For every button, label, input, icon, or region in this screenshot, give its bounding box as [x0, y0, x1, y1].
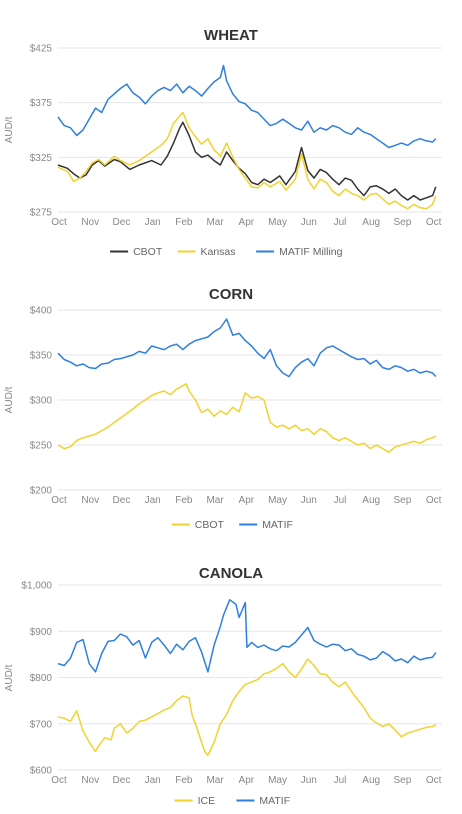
- x-tick-label: Oct: [51, 217, 67, 228]
- y-tick-label: $375: [30, 98, 53, 109]
- x-tick-label: Feb: [175, 217, 193, 228]
- x-tick-label: Nov: [81, 217, 99, 228]
- x-tick-label: Jan: [145, 217, 161, 228]
- y-tick-label: $300: [30, 396, 53, 407]
- y-tick-label: $275: [30, 208, 53, 219]
- y-tick-label: $700: [30, 719, 53, 730]
- y-tick-label: $325: [30, 153, 53, 164]
- legend-label: CBOT: [195, 519, 225, 531]
- x-tick-label: Jun: [301, 217, 317, 228]
- x-tick-label: Jun: [301, 495, 317, 506]
- x-tick-label: Mar: [206, 775, 224, 786]
- x-tick-label: Jan: [145, 495, 161, 506]
- x-tick-label: Jun: [301, 775, 317, 786]
- legend-label: Kansas: [201, 246, 236, 258]
- x-tick-label: Oct: [51, 495, 67, 506]
- y-tick-label: $800: [30, 673, 53, 684]
- x-tick-label: Dec: [113, 217, 131, 228]
- x-tick-label: Sep: [394, 775, 412, 786]
- y-tick-label: $425: [30, 44, 53, 55]
- x-tick-label: May: [268, 495, 287, 506]
- x-tick-label: Jul: [334, 775, 347, 786]
- series-line-cbot: [57, 121, 437, 201]
- y-axis-label: AUD/t: [4, 664, 15, 691]
- y-tick-label: $250: [30, 441, 53, 452]
- y-tick-label: $350: [30, 351, 53, 362]
- x-tick-label: May: [268, 217, 287, 228]
- x-tick-label: Oct: [426, 217, 442, 228]
- x-tick-label: Oct: [51, 775, 67, 786]
- x-tick-label: Apr: [239, 775, 255, 786]
- y-tick-label: $900: [30, 627, 53, 638]
- y-tick-label: $400: [30, 306, 53, 317]
- x-tick-label: Jul: [334, 495, 347, 506]
- x-tick-label: Mar: [206, 495, 224, 506]
- x-tick-label: Jan: [145, 775, 161, 786]
- series-line-matif: [57, 599, 437, 673]
- series-line-ice: [57, 658, 437, 756]
- corn-chart: CORN $200 $250 $300 $350 $400 Oct Nov Dec Jan Feb M…: [0, 270, 462, 540]
- y-tick-label: $200: [30, 486, 53, 497]
- wheat-chart-title: WHEAT: [204, 27, 258, 44]
- legend-label: CBOT: [133, 246, 163, 258]
- canola-chart-svg: CANOLA $600 $700 $800 $900 $1,000 Oct Nov Dec Jan…: [4, 565, 442, 807]
- x-tick-label: Apr: [239, 217, 255, 228]
- series-line-kansas: [57, 111, 437, 210]
- series-line-cbot: [57, 383, 437, 453]
- series-line-matif: [57, 318, 437, 378]
- y-tick-label: $1,000: [21, 581, 52, 592]
- x-tick-label: Jul: [334, 217, 347, 228]
- x-tick-label: Feb: [175, 775, 193, 786]
- wheat-chart-svg: WHEAT $275 $325 $375 $425 Oct Nov Dec Jan Feb Mar A…: [4, 27, 442, 258]
- legend-label: ICE: [198, 795, 216, 807]
- x-tick-label: May: [268, 775, 287, 786]
- x-tick-label: Apr: [239, 495, 255, 506]
- x-tick-label: Oct: [426, 495, 442, 506]
- x-tick-label: Mar: [206, 217, 224, 228]
- legend-label: MATIF: [259, 795, 290, 807]
- canola-chart-title: CANOLA: [199, 565, 263, 582]
- legend-label: MATIF: [262, 519, 293, 531]
- x-tick-label: Dec: [113, 775, 131, 786]
- x-tick-label: Nov: [81, 775, 99, 786]
- x-tick-label: Aug: [362, 775, 380, 786]
- y-axis-label: AUD/t: [4, 116, 15, 143]
- x-tick-label: Aug: [362, 217, 380, 228]
- y-axis-label: AUD/t: [4, 386, 15, 413]
- x-tick-label: Oct: [426, 775, 442, 786]
- x-tick-label: Aug: [362, 495, 380, 506]
- wheat-chart: WHEAT $275 $325 $375 $425 Oct Nov Dec Jan Feb Mar A…: [0, 0, 462, 270]
- x-tick-label: Feb: [175, 495, 193, 506]
- y-tick-label: $600: [30, 766, 53, 777]
- x-tick-label: Dec: [113, 495, 131, 506]
- x-tick-label: Sep: [394, 495, 412, 506]
- corn-chart-svg: CORN $200 $250 $300 $350 $400 Oct Nov Dec Jan Feb M…: [4, 286, 442, 531]
- x-tick-label: Sep: [394, 217, 412, 228]
- canola-chart: CANOLA $600 $700 $800 $900 $1,000 Oct Nov Dec Jan…: [0, 540, 462, 814]
- corn-chart-title: CORN: [209, 286, 253, 303]
- legend-label: MATIF Milling: [279, 246, 343, 258]
- series-line-matif-milling: [57, 64, 437, 149]
- x-tick-label: Nov: [81, 495, 99, 506]
